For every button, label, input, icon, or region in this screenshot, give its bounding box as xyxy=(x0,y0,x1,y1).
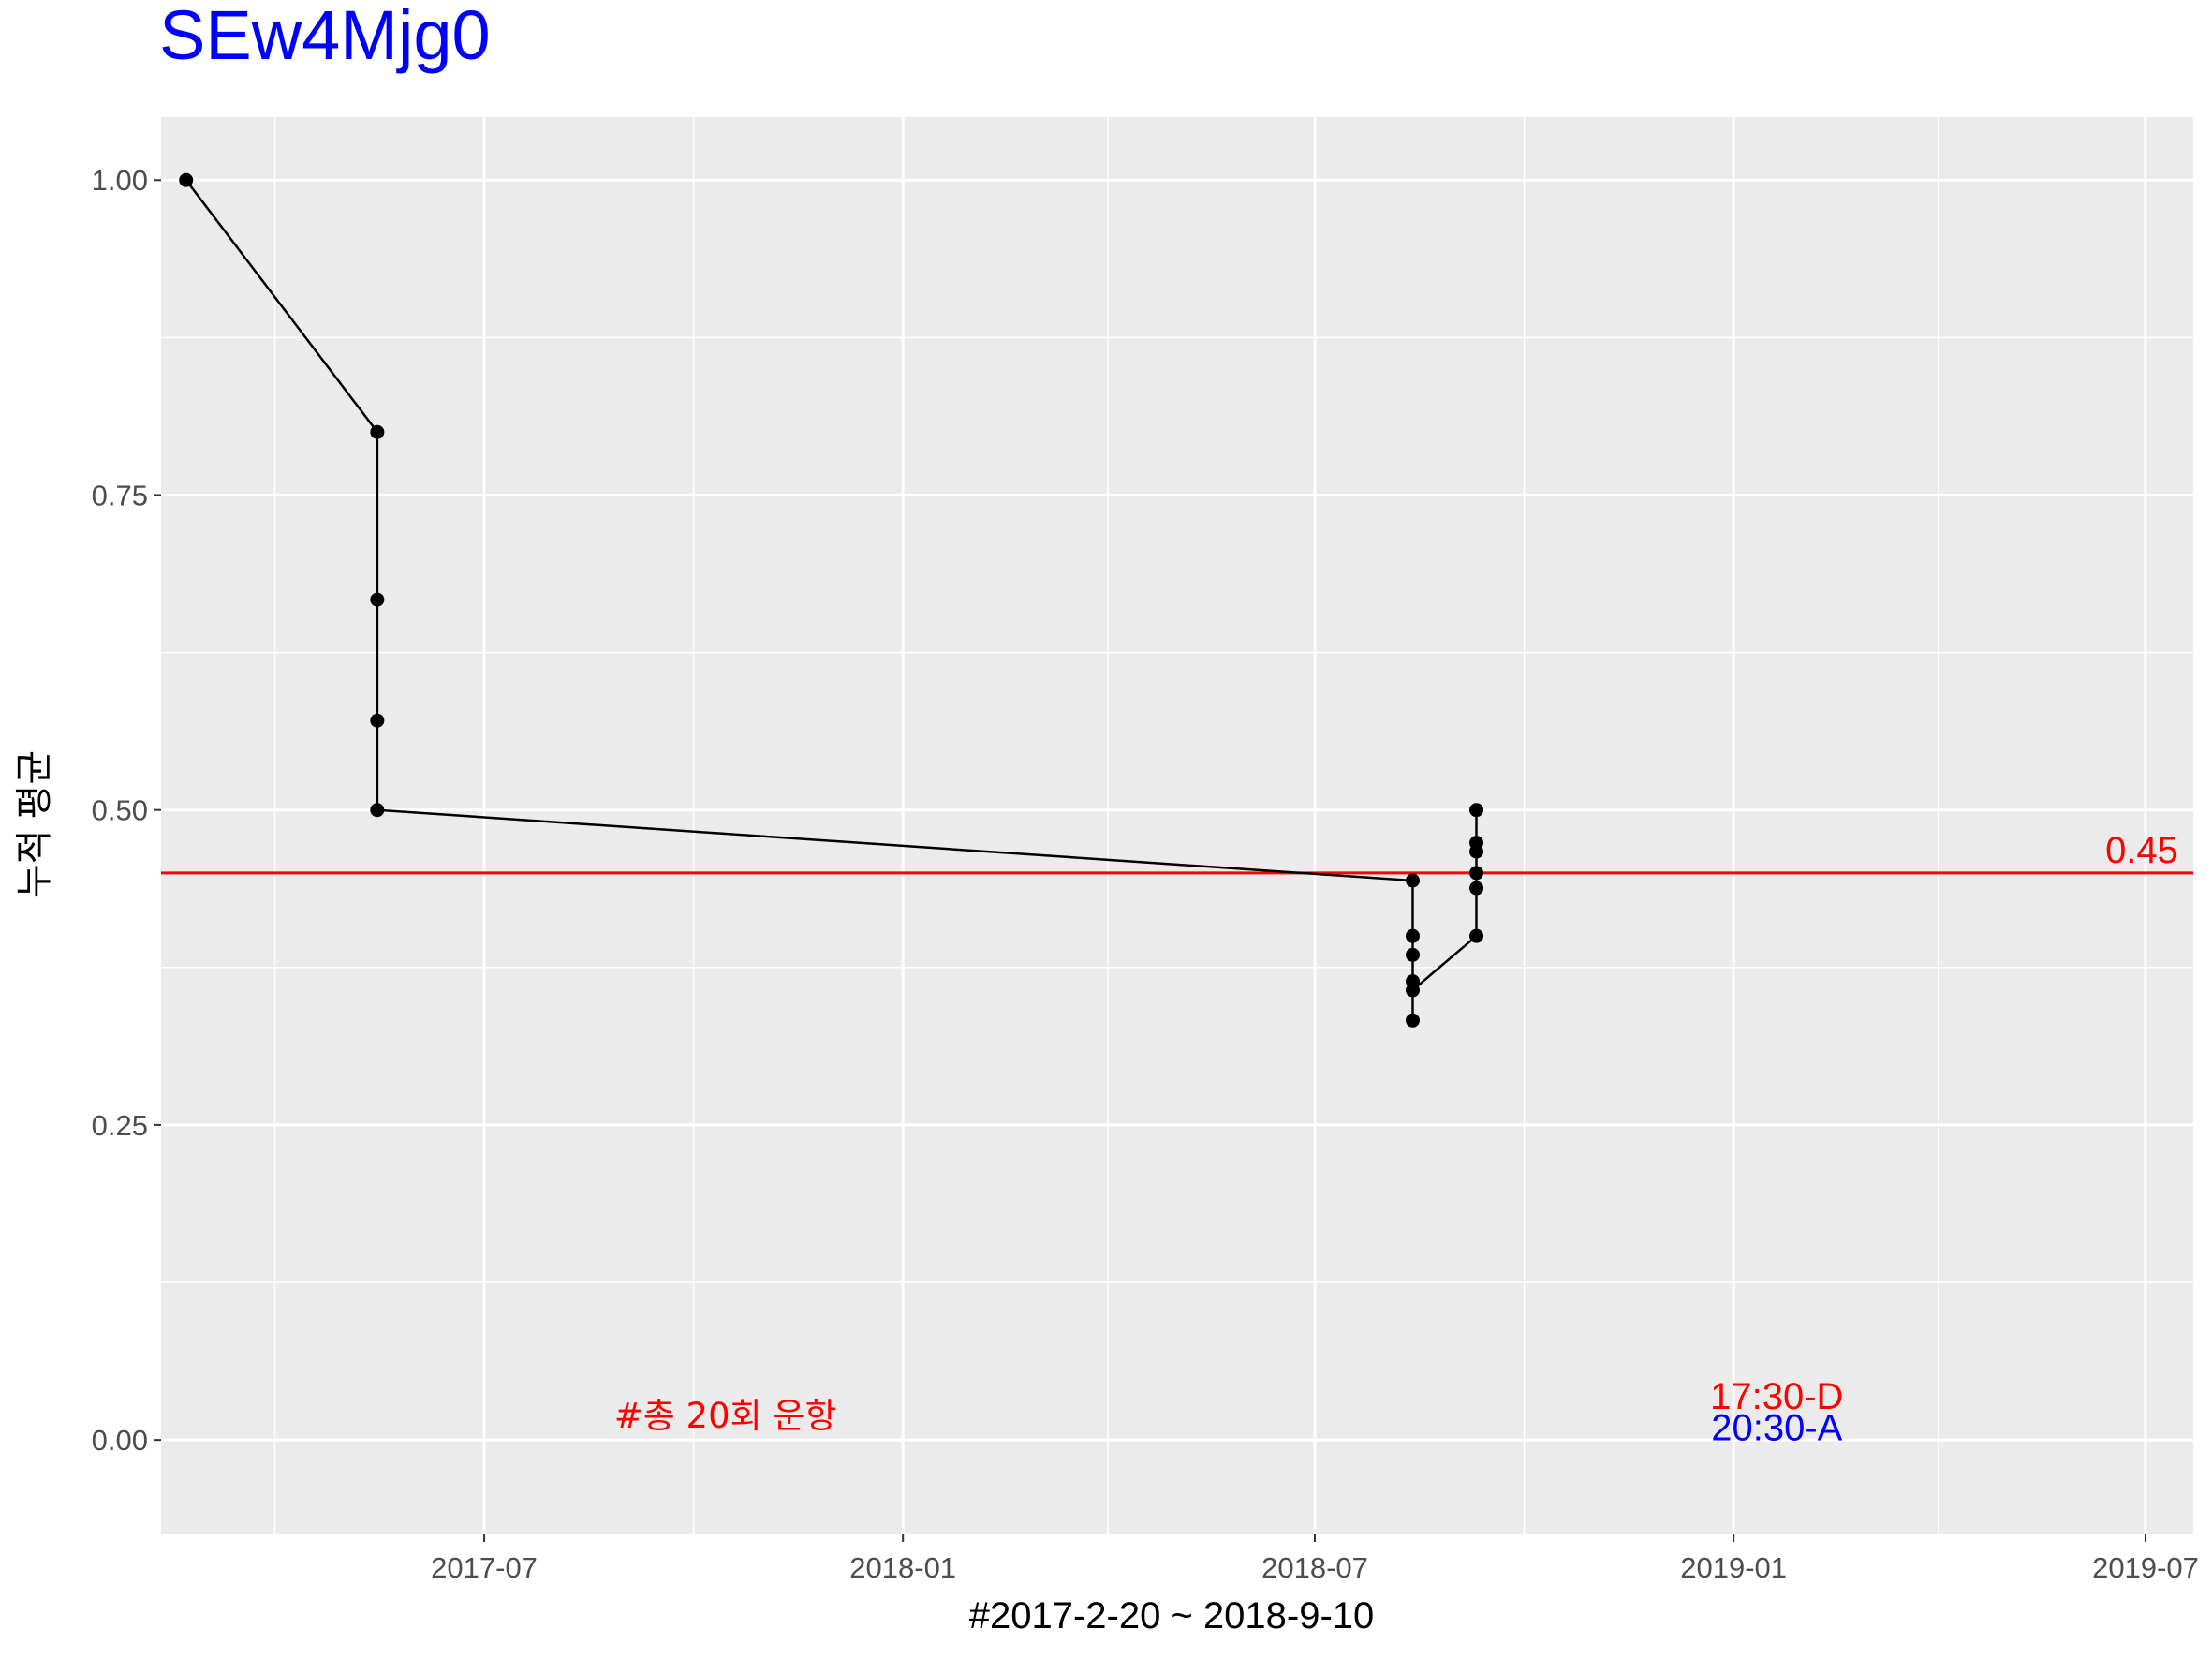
data-point xyxy=(370,592,385,607)
x-axis-title: #2017-2-20 ~ 2018-9-10 xyxy=(969,1595,1375,1637)
data-point xyxy=(370,424,385,439)
data-point xyxy=(1406,873,1421,888)
chart-annotation: 17:30-D xyxy=(1710,1376,1843,1417)
data-point xyxy=(1469,836,1484,851)
series-group xyxy=(179,172,1484,1028)
data-point xyxy=(370,803,385,818)
grid-major xyxy=(161,117,2193,1534)
reference-line-label: 0.45 xyxy=(2105,830,2178,871)
chart-annotation: 20:30-A xyxy=(1711,1408,1842,1449)
x-tick-label: 2019-01 xyxy=(1680,1551,1787,1584)
chart-title: SEw4Mjg0 xyxy=(159,0,491,74)
data-point xyxy=(1406,947,1421,962)
data-point xyxy=(370,713,385,728)
x-tick-label: 2018-07 xyxy=(1261,1551,1368,1584)
data-point xyxy=(1469,881,1484,896)
data-point xyxy=(1469,803,1484,818)
y-tick-label: 0.25 xyxy=(92,1109,148,1142)
y-tick-label: 0.75 xyxy=(92,479,148,511)
data-point xyxy=(1406,983,1421,998)
y-axis: 0.00 0.25 0.50 0.75 1.00 xyxy=(92,164,161,1457)
data-point xyxy=(1469,928,1484,943)
x-axis: 2017-07 2018-01 2018-07 2019-01 2019-07 xyxy=(431,1534,2199,1584)
y-axis-title: 누적 평균 xyxy=(14,750,55,898)
data-point xyxy=(1469,866,1484,881)
y-tick-label: 0.00 xyxy=(92,1424,148,1457)
data-point xyxy=(179,172,194,187)
reference-line-group: 0.45 xyxy=(161,830,2193,875)
data-point xyxy=(1406,1013,1421,1028)
plot-panel xyxy=(161,117,2193,1534)
chart-annotation: #총 20회 운항 xyxy=(614,1396,837,1436)
x-tick-label: 2017-07 xyxy=(431,1551,538,1584)
x-tick-label: 2018-01 xyxy=(849,1551,956,1584)
y-tick-label: 0.50 xyxy=(92,794,148,827)
x-tick-label: 2019-07 xyxy=(2092,1551,2199,1584)
y-tick-label: 1.00 xyxy=(92,164,148,197)
annotation-group: #총 20회 운항 17:30-D20:30-A xyxy=(614,1376,1844,1449)
data-point xyxy=(1406,928,1421,943)
grid-minor xyxy=(161,117,2193,1534)
